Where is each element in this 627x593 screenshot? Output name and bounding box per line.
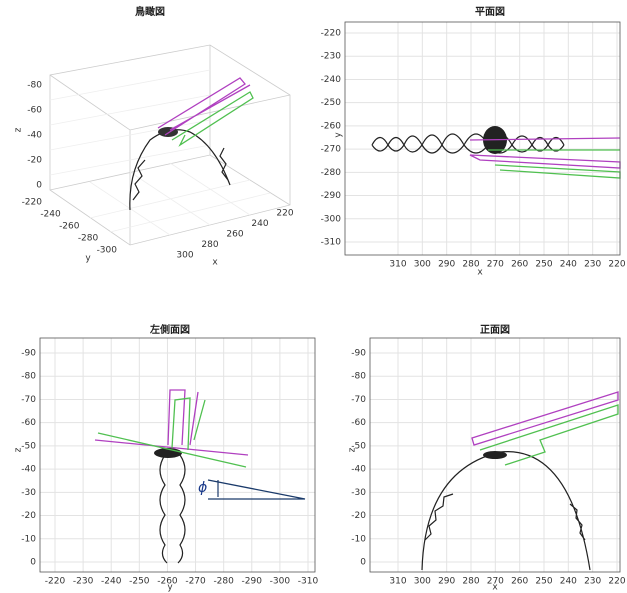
3d-drawing (129, 77, 254, 211)
y-tick-label: 0 (30, 558, 36, 568)
panel-title: 左側面図 (149, 323, 190, 336)
axis-label: y (334, 132, 344, 138)
axes-frame (344, 21, 621, 256)
y-tick-label: -70 (351, 395, 366, 405)
y-tick-label: -20 (351, 511, 366, 521)
z-tick-label: -20 (27, 156, 42, 166)
y-tick-label: -270 (321, 145, 342, 155)
axis-label: z (14, 447, 24, 452)
x-tick-label: -270 (185, 577, 206, 587)
x-tick-label: 250 (535, 577, 552, 587)
y-tick-label: -220 (22, 198, 43, 208)
front-drawing (421, 391, 619, 571)
x-tick-label: -250 (129, 577, 150, 587)
x-tick-label: 290 (438, 260, 455, 270)
y-tick-label: -290 (321, 191, 342, 201)
y-tick-label: -10 (21, 534, 36, 544)
z-tick-label: -60 (27, 106, 42, 116)
axis-label: y (85, 254, 91, 264)
axis-label: x (477, 268, 483, 278)
x-tick-label: 310 (389, 577, 406, 587)
y-tick-label: -310 (321, 238, 342, 248)
phi-label: ϕ (198, 480, 207, 496)
x-tick-label: 220 (608, 577, 625, 587)
y-tick-label: -30 (21, 488, 36, 498)
z-tick-label: -80 (27, 81, 42, 91)
y-tick-label: -300 (97, 246, 118, 256)
y-tick-label: -40 (21, 465, 36, 475)
y-tick-label: -70 (21, 395, 36, 405)
x-tick-label: -240 (101, 577, 122, 587)
x-tick-label: 240 (560, 577, 577, 587)
panel-title: 正面図 (480, 324, 510, 336)
side-drawing: ϕ (94, 389, 306, 564)
y-tick-label: -240 (321, 75, 342, 85)
x-tick-label: 270 (487, 577, 504, 587)
x-tick-label: 310 (389, 260, 406, 270)
panel-title: 鳥瞰図 (135, 5, 165, 18)
top-drawing (371, 126, 621, 179)
x-tick-label: -310 (298, 577, 319, 587)
y-tick-label: -220 (321, 29, 342, 39)
x-tick-label: 270 (487, 260, 504, 270)
panel-title: 平面図 (475, 6, 505, 18)
axes-frame (369, 337, 621, 573)
y-tick-label: -80 (21, 372, 36, 382)
y-tick-label: -260 (59, 222, 80, 232)
axis-label: y (167, 583, 173, 593)
x-tick-label: 260 (511, 577, 528, 587)
x-tick-label: 230 (584, 260, 601, 270)
y-tick-label: -50 (351, 441, 366, 451)
x-tick-label: 250 (535, 260, 552, 270)
x-tick-label: -300 (270, 577, 291, 587)
y-tick-label: -90 (351, 349, 366, 359)
x-tick-label: -220 (45, 577, 66, 587)
y-tick-label: -60 (21, 418, 36, 428)
y-tick-label: -30 (351, 488, 366, 498)
x-tick-label: -280 (213, 577, 234, 587)
y-tick-label: -240 (40, 210, 61, 220)
y-tick-label: -230 (321, 52, 342, 62)
y-tick-label: -10 (351, 534, 366, 544)
x-tick-label: 300 (414, 577, 431, 587)
axis-label: x (212, 258, 218, 268)
x-tick-label: 280 (462, 260, 479, 270)
x-tick-label: 220 (608, 260, 625, 270)
y-tick-label: -20 (21, 511, 36, 521)
x-tick-label: 280 (462, 577, 479, 587)
y-tick-label: -280 (78, 234, 99, 244)
x-tick-label: -260 (157, 577, 178, 587)
y-tick-label: -50 (21, 441, 36, 451)
y-tick-label: -280 (321, 168, 342, 178)
y-tick-label: -300 (321, 214, 342, 224)
3d-box (49, 44, 291, 246)
axis-label: z (14, 127, 24, 132)
z-tick-label: 0 (36, 181, 42, 191)
x-tick-label: 280 (201, 240, 218, 250)
y-tick-label: -80 (351, 372, 366, 382)
x-tick-label: -230 (73, 577, 94, 587)
x-tick-label: -290 (242, 577, 263, 587)
y-tick-label: 0 (360, 558, 366, 568)
y-tick-label: -40 (351, 465, 366, 475)
axis-label: z (348, 447, 358, 452)
y-tick-label: -250 (321, 98, 342, 108)
axes-frame (39, 337, 316, 573)
x-tick-label: 220 (276, 209, 293, 219)
axis-label: x (492, 583, 498, 593)
x-tick-label: 240 (251, 219, 268, 229)
x-tick-label: 290 (438, 577, 455, 587)
x-tick-label: 260 (226, 230, 243, 240)
y-tick-label: -90 (21, 349, 36, 359)
x-tick-label: 230 (584, 577, 601, 587)
z-tick-label: -40 (27, 131, 42, 141)
x-tick-label: 300 (414, 260, 431, 270)
x-tick-label: 300 (176, 251, 193, 261)
x-tick-label: 240 (560, 260, 577, 270)
x-tick-label: 260 (511, 260, 528, 270)
y-tick-label: -60 (351, 418, 366, 428)
y-tick-label: -260 (321, 121, 342, 131)
